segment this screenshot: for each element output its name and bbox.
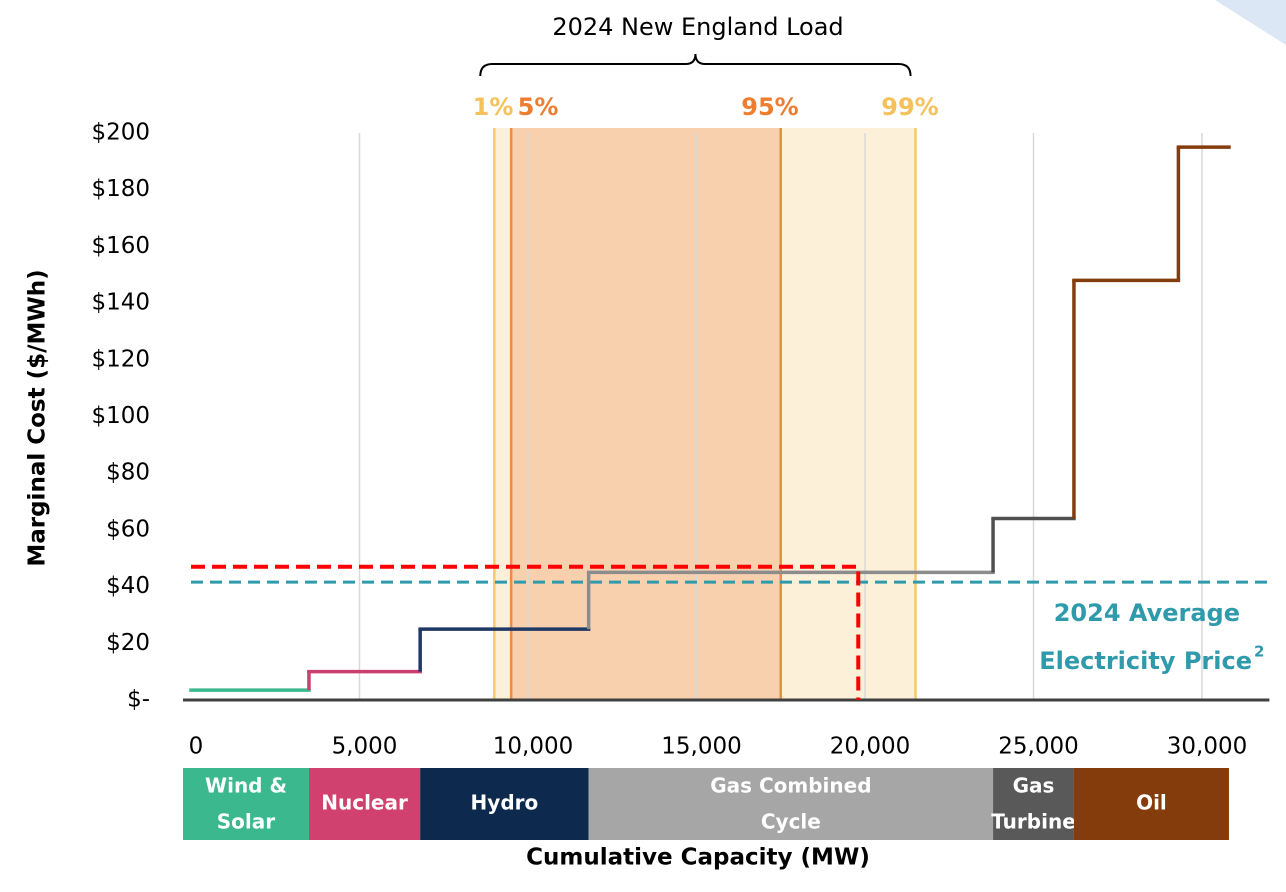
brace [479, 53, 912, 77]
y-tick-label: $100 [91, 403, 150, 429]
clearing-line [191, 564, 861, 700]
resource-label: Gas [1013, 774, 1055, 798]
average-price-label: Electricity Price [1039, 647, 1252, 675]
resource-box [1073, 768, 1229, 840]
resource-box [308, 768, 421, 840]
load-band-inner [511, 128, 781, 700]
percentile-label: 95% [741, 93, 798, 121]
y-tick-label: $160 [91, 233, 150, 259]
x-tick-label: 30,000 [1167, 734, 1247, 760]
resource-label: Turbine [991, 810, 1076, 834]
resource-box [420, 768, 589, 840]
x-tick-label: 20,000 [830, 734, 910, 760]
y-axis-label: Marginal Cost ($/MWh) [25, 269, 51, 566]
y-tick-label: $- [127, 687, 150, 713]
resource-label: Hydro [471, 791, 539, 815]
y-tick-label: $180 [91, 176, 150, 202]
y-tick-label: $60 [106, 516, 150, 542]
resource-label: Oil [1136, 791, 1167, 815]
corner-decoration [1215, 0, 1286, 45]
y-tick-label: $80 [106, 460, 150, 486]
resource-label: Gas Combined [710, 774, 871, 798]
resource-label: Cycle [761, 810, 821, 834]
resource-label: Wind & [205, 774, 287, 798]
y-tick-label: $120 [91, 346, 150, 372]
x-tick-label: 5,000 [332, 734, 398, 760]
footnote-marker: 2 [1254, 643, 1264, 661]
percentile-label: 1% [473, 93, 514, 121]
x-tick-label: 25,000 [998, 734, 1078, 760]
y-tick-label: $140 [91, 290, 150, 316]
percentile-label: 99% [881, 93, 938, 121]
resource-label: Nuclear [321, 791, 408, 815]
x-tick-label: 15,000 [661, 734, 741, 760]
y-tick-label: $20 [106, 630, 150, 656]
x-tick-label: 10,000 [493, 734, 573, 760]
percentile-label: 5% [518, 93, 559, 121]
average-price-label: 2024 Average [1054, 599, 1240, 627]
resource-box [993, 768, 1074, 840]
resource-box [183, 768, 309, 840]
x-tick-label: 0 [189, 734, 204, 760]
resource-box [588, 768, 994, 840]
resource-label: Solar [217, 810, 275, 834]
x-axis-label: Cumulative Capacity (MW) [526, 845, 870, 871]
y-tick-label: $40 [106, 573, 150, 599]
chart-title: 2024 New England Load [552, 13, 843, 41]
y-tick-label: $200 [91, 120, 150, 146]
